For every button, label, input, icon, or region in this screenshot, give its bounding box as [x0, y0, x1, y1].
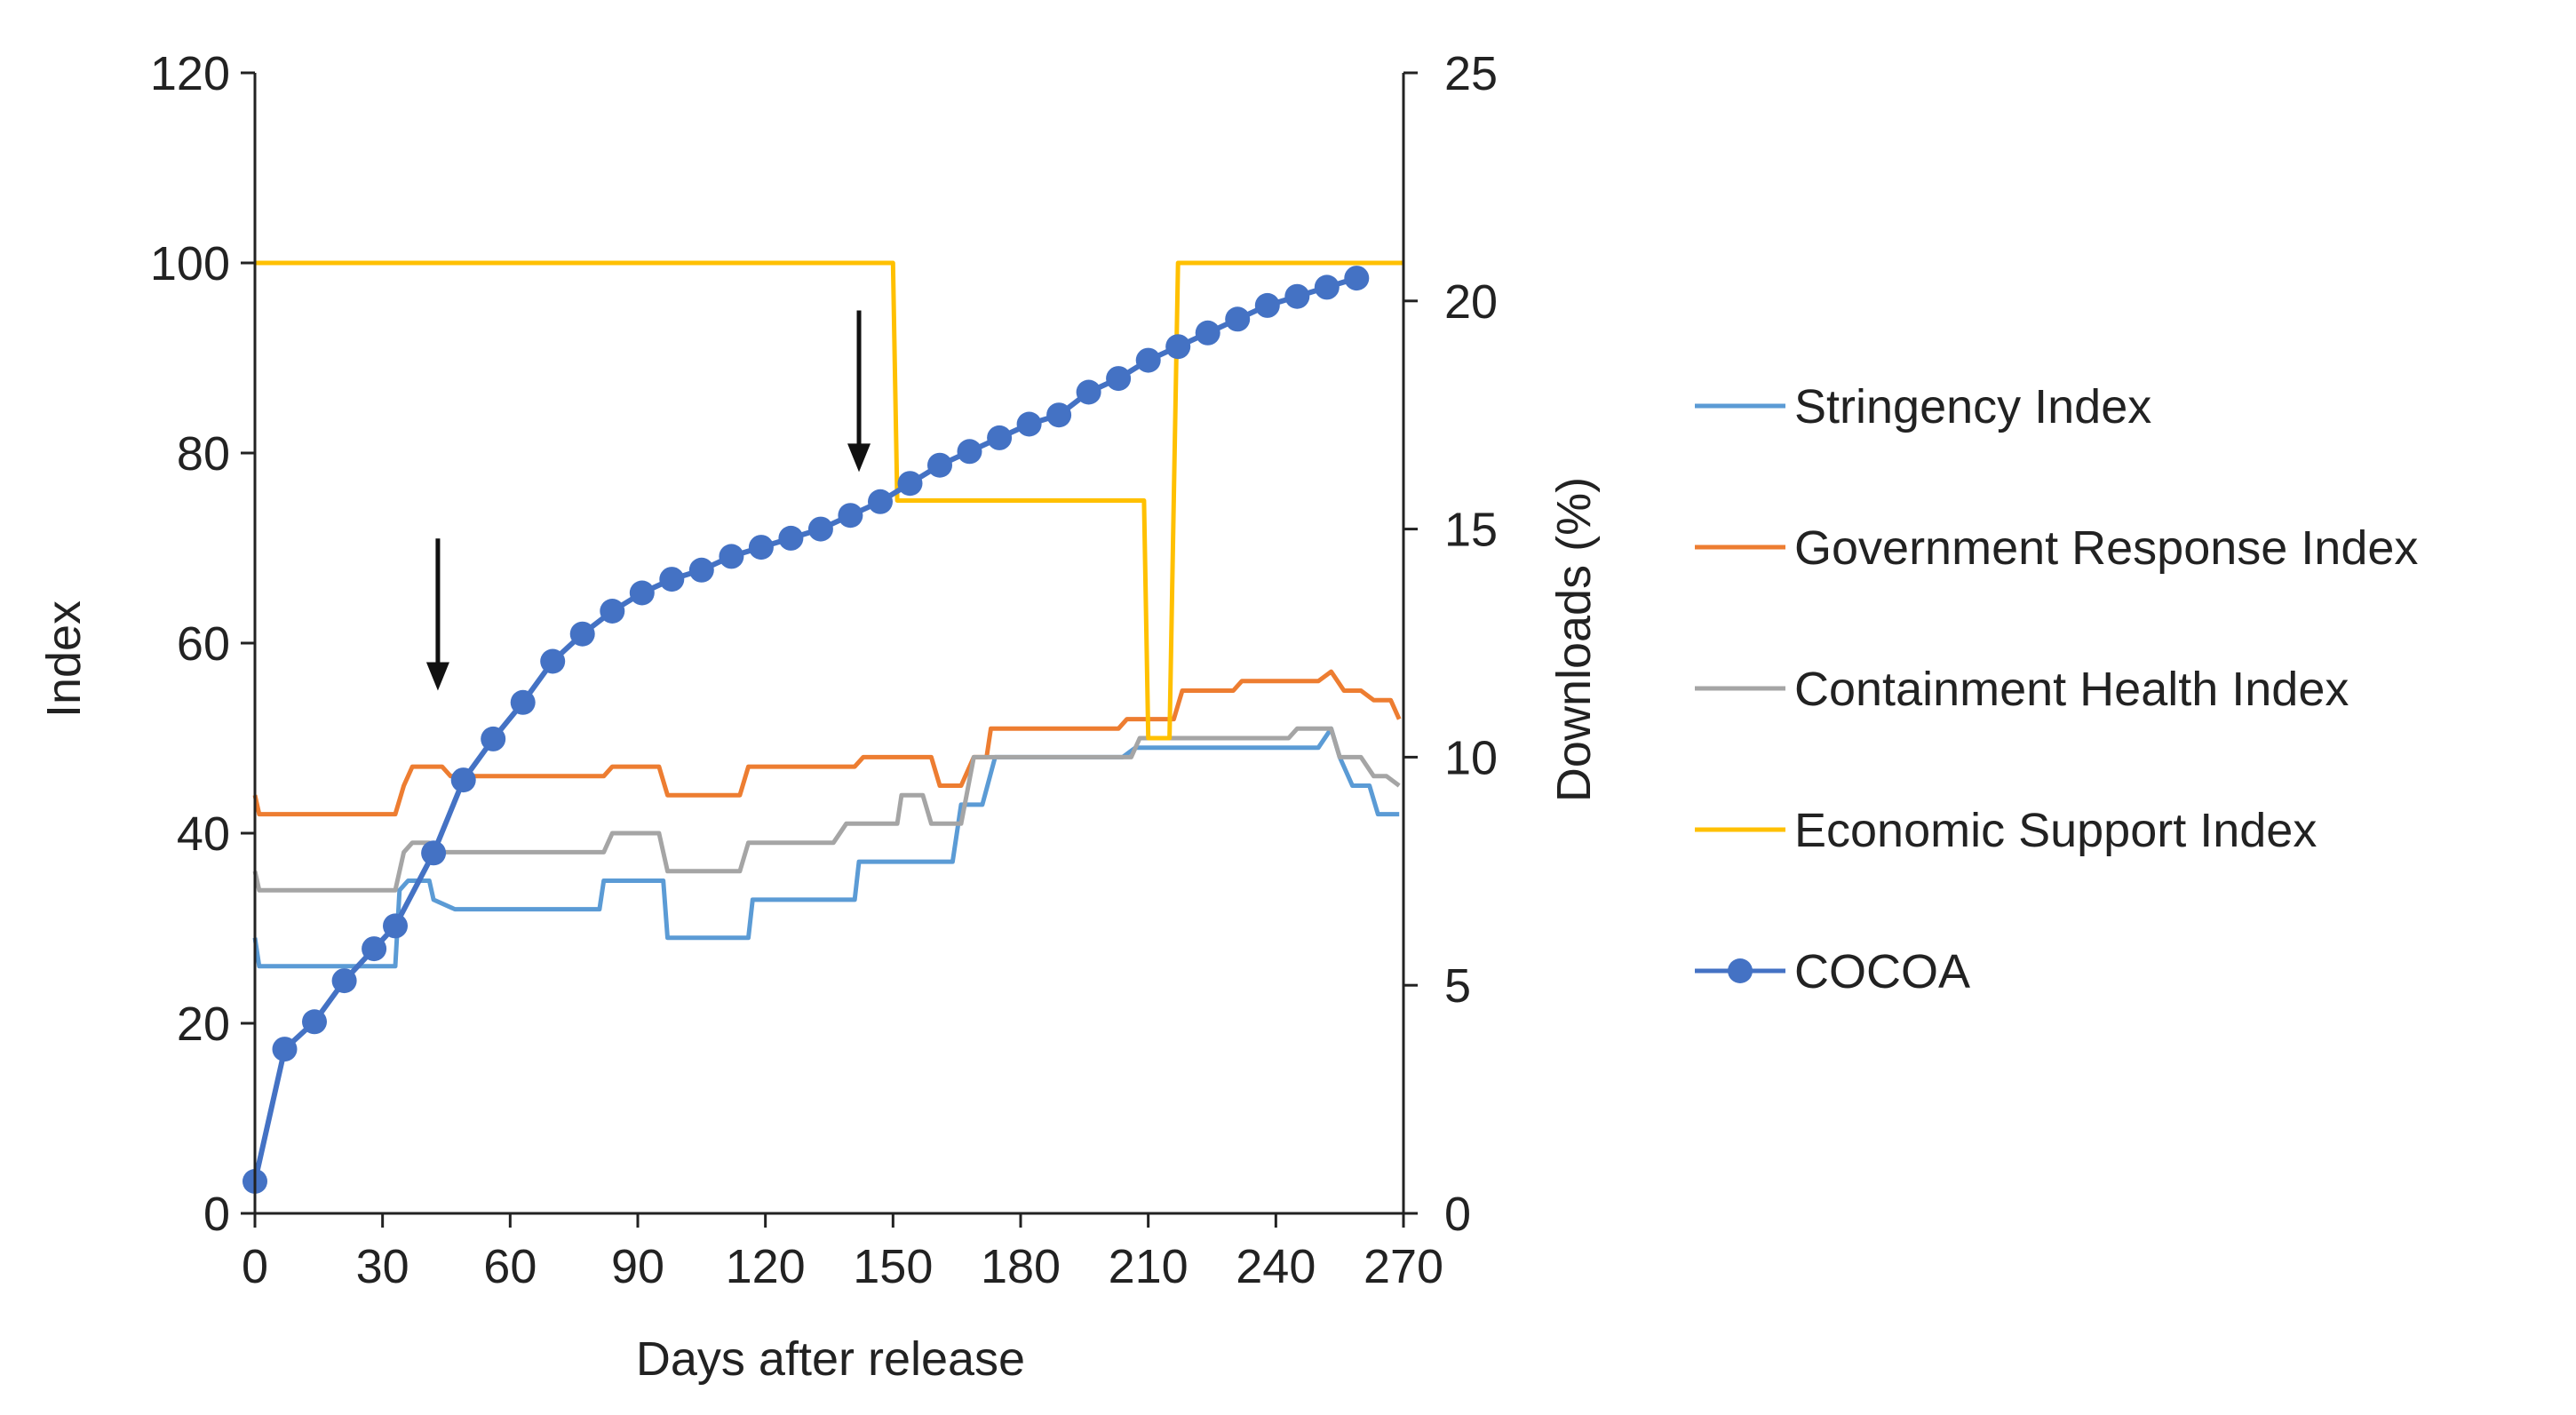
x-tick-label: 0: [242, 1240, 268, 1293]
y-tick-label: 100: [150, 237, 230, 290]
series-4-point-23: [927, 452, 952, 478]
series-4-point-12: [600, 599, 625, 624]
series-4-point-20: [838, 503, 863, 529]
series-4-point-34: [1254, 292, 1280, 318]
series-4-point-24: [957, 439, 982, 465]
series-4-point-3: [331, 968, 357, 994]
y2-axis-title: Downloads (%): [1547, 477, 1601, 802]
series-4-point-4: [362, 936, 387, 962]
series-4-point-1: [272, 1037, 298, 1062]
axes: 0 20 40 60 80 100 120 0 5 10 15 20 25 0 30 60 90 120 150 18…: [150, 47, 1498, 1293]
series-4-point-31: [1165, 334, 1191, 360]
x-tick-label: 240: [1236, 1240, 1316, 1293]
legend-label-3: Economic Support Index: [1794, 804, 2317, 857]
series-4-point-8: [481, 726, 506, 751]
legend-label-0: Stringency Index: [1794, 380, 2151, 433]
series-4-point-6: [421, 840, 447, 866]
x-tick-label: 120: [726, 1240, 806, 1293]
series-4-point-30: [1135, 347, 1161, 373]
y-axis-title: Index: [37, 600, 91, 718]
series-4-point-21: [868, 489, 893, 514]
series-4-point-37: [1344, 266, 1370, 291]
series-4-point-10: [540, 648, 566, 674]
series-4-point-2: [302, 1009, 327, 1035]
y-tick-label: 20: [177, 998, 230, 1051]
series-4-point-28: [1076, 379, 1101, 405]
series-4-point-14: [659, 567, 685, 592]
x-tick-label: 150: [853, 1240, 933, 1293]
series-4-point-22: [897, 471, 923, 497]
x-tick-label: 210: [1109, 1240, 1189, 1293]
y-tick-label: 0: [203, 1188, 230, 1241]
legend-marker-4: [1728, 958, 1753, 983]
series-4-point-15: [688, 557, 714, 583]
legend: Stringency Index Government Response Inde…: [1695, 380, 2418, 998]
y-tick-label: 80: [177, 427, 230, 481]
x-tick-label: 60: [483, 1240, 537, 1293]
y2-tick-label: 25: [1444, 47, 1498, 100]
series-4-point-26: [1016, 411, 1042, 437]
y2-tick-label: 20: [1444, 275, 1498, 329]
arrow-0-head: [425, 662, 449, 691]
y2-tick-label: 0: [1444, 1188, 1471, 1241]
series-4-point-29: [1106, 366, 1132, 392]
series-4-point-35: [1284, 283, 1310, 309]
series-4-point-36: [1314, 274, 1340, 300]
series-line-1: [252, 669, 1402, 817]
arrow-1-head: [847, 443, 871, 473]
y-tick-label: 40: [177, 807, 230, 861]
series-line-4: [252, 275, 1358, 1182]
series-4-point-33: [1225, 306, 1251, 332]
annotations: [425, 310, 871, 691]
x-tick-label: 180: [981, 1240, 1061, 1293]
series-line-3: [255, 260, 1403, 741]
series-4-point-9: [510, 689, 536, 715]
series-4-point-32: [1195, 320, 1220, 346]
series-4-point-25: [987, 425, 1013, 450]
series-4-point-19: [807, 516, 833, 542]
x-axis-title: Days after release: [636, 1332, 1025, 1386]
x-tick-label: 270: [1364, 1240, 1443, 1293]
legend-label-4: COCOA: [1794, 945, 1970, 998]
y2-tick-label: 10: [1444, 731, 1498, 784]
series-4-point-17: [748, 535, 774, 560]
x-tick-label: 90: [611, 1240, 664, 1293]
y-tick-label: 120: [150, 47, 230, 100]
series-4-point-11: [569, 621, 595, 647]
series-4-point-5: [383, 913, 408, 939]
x-tick-label: 30: [356, 1240, 409, 1293]
y2-tick-label: 5: [1444, 959, 1471, 1013]
series-4-point-18: [778, 525, 804, 551]
series-4-point-16: [719, 544, 744, 569]
legend-label-2: Containment Health Index: [1794, 663, 2349, 716]
y-tick-label: 60: [177, 617, 230, 671]
series-4-point-27: [1046, 402, 1072, 428]
plot-area: [242, 260, 1403, 1194]
series-4-point-7: [450, 767, 476, 793]
series-4-point-13: [629, 580, 655, 606]
y2-tick-label: 15: [1444, 504, 1498, 557]
legend-label-1: Government Response Index: [1794, 521, 2418, 575]
